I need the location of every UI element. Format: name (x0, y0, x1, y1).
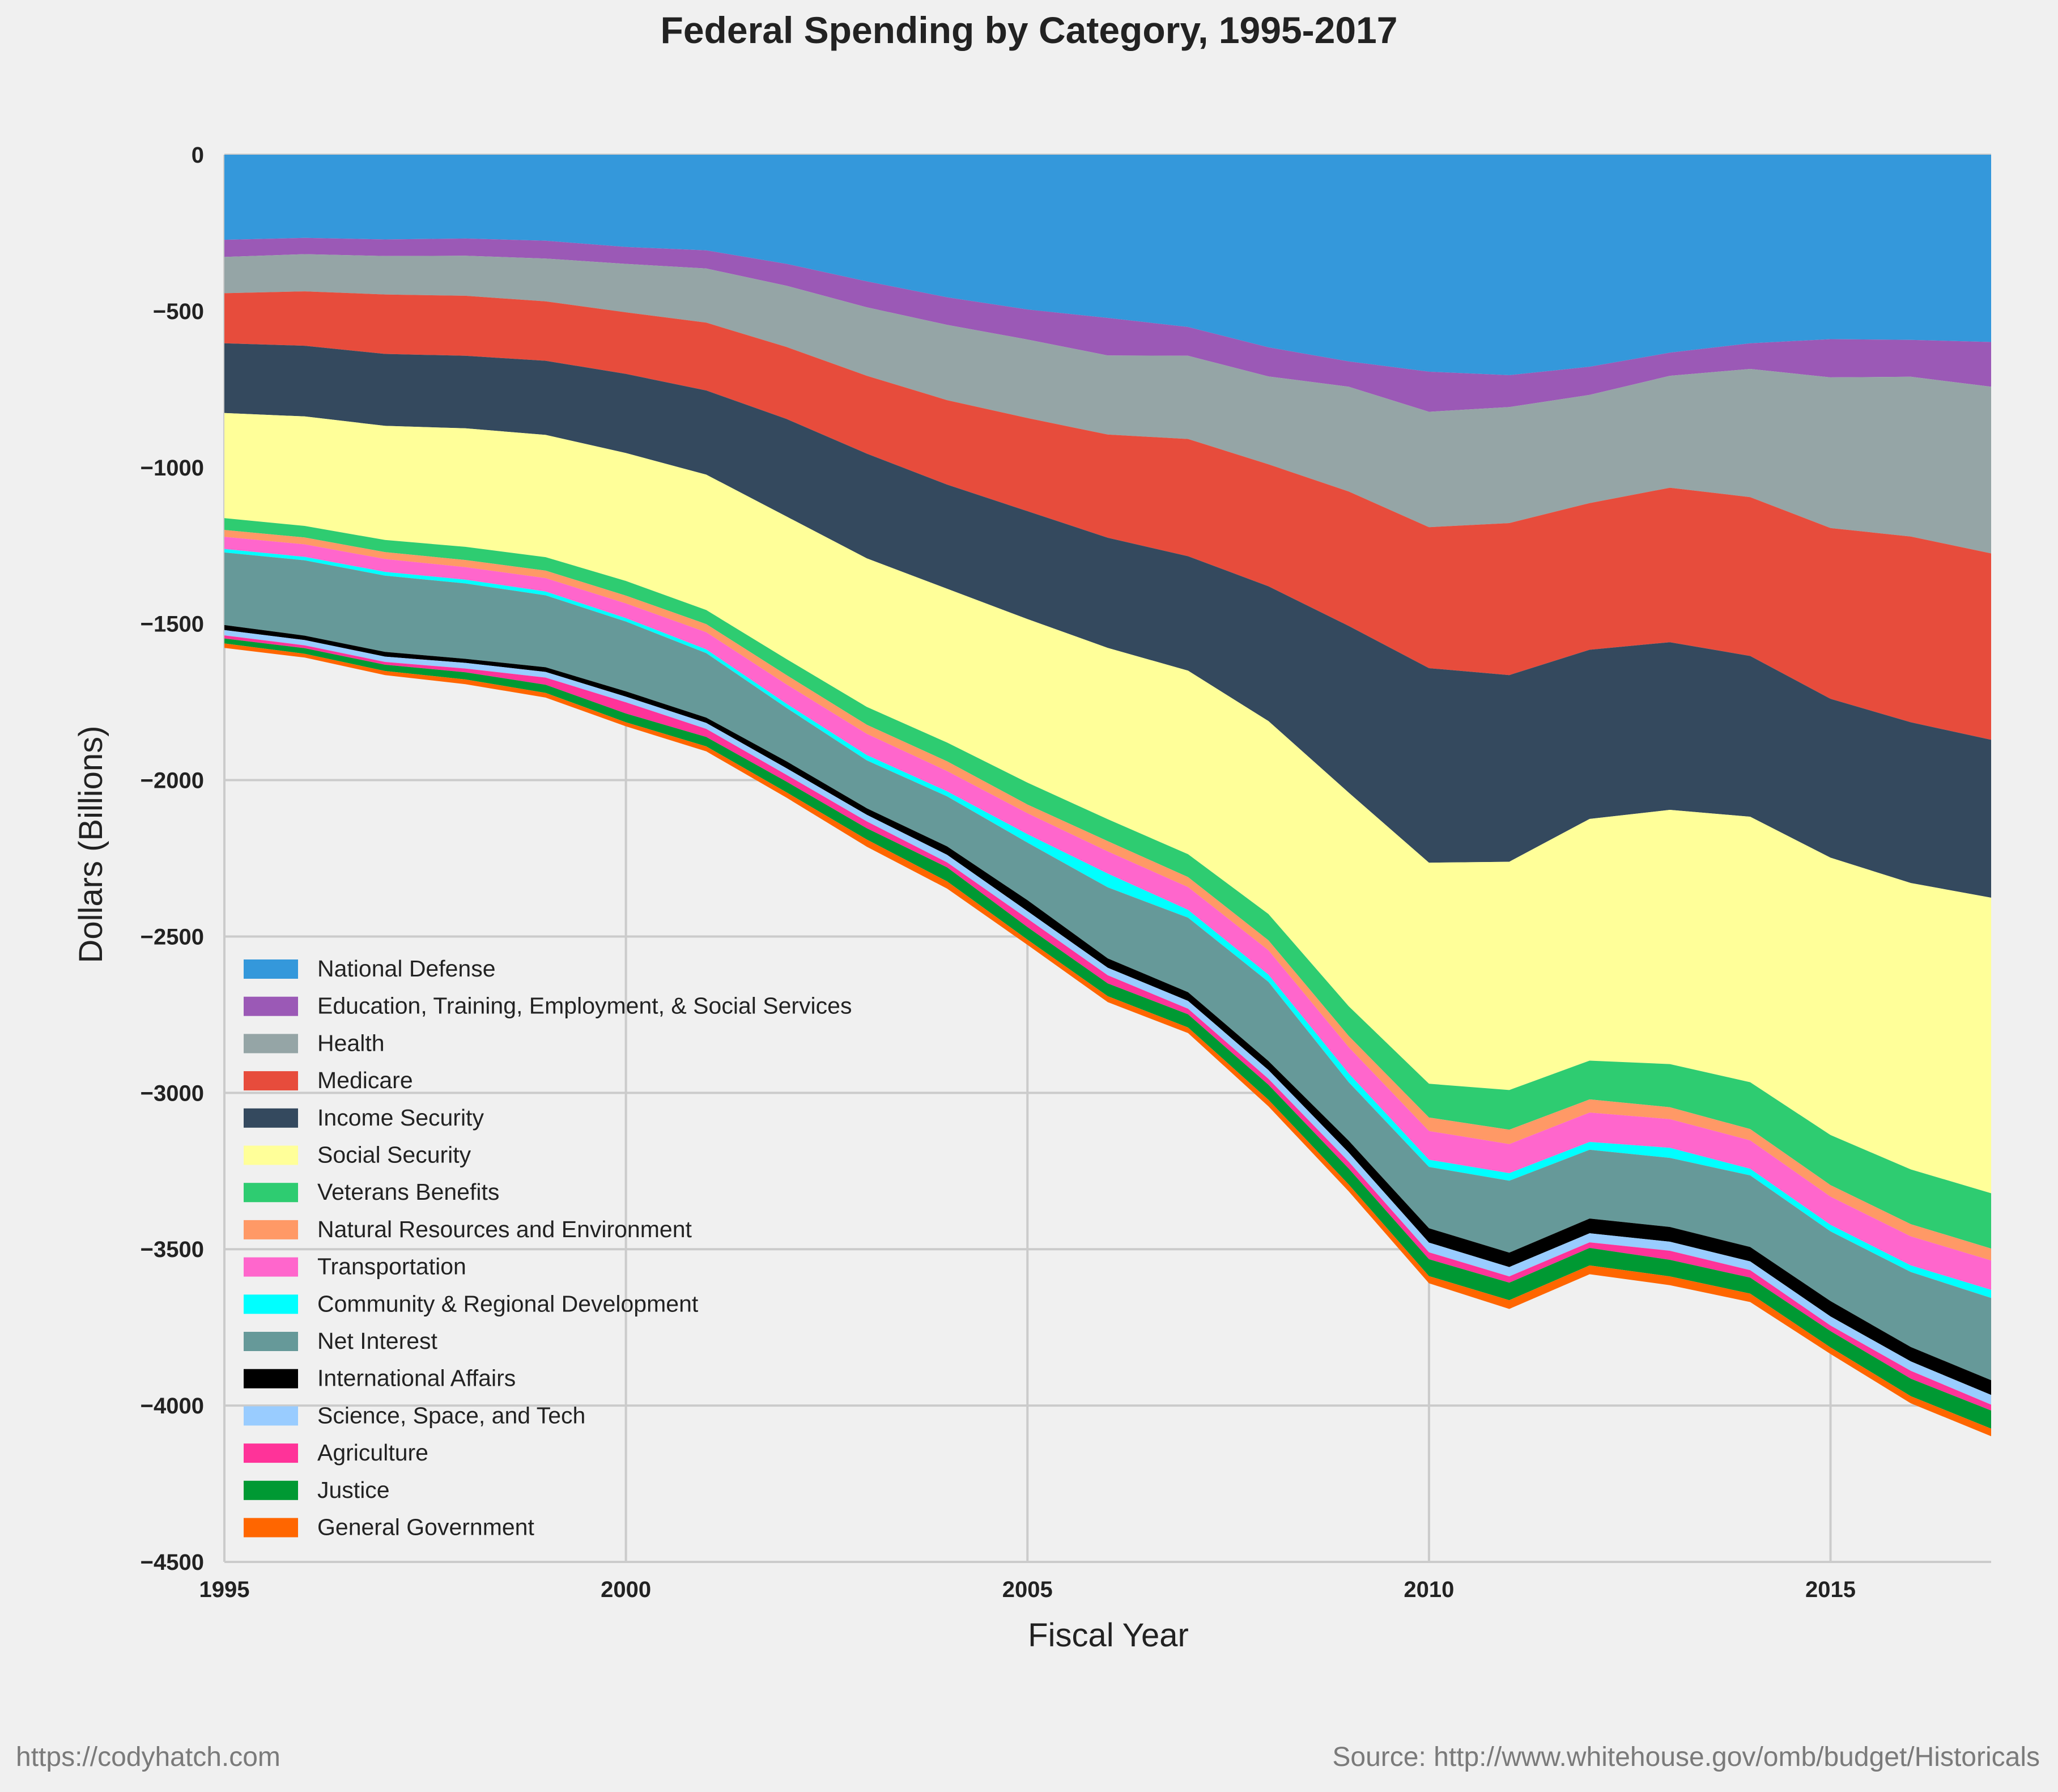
legend-swatch (244, 1183, 298, 1203)
area-net-interest (224, 552, 1991, 1381)
legend-swatch (244, 1071, 298, 1091)
legend-item: Science, Space, and Tech (244, 1402, 585, 1428)
legend-label: Natural Resources and Environment (317, 1216, 692, 1242)
chart-title: Federal Spending by Category, 1995-2017 (661, 9, 1398, 51)
legend: National Defense Education, Training, Emp… (244, 956, 852, 1540)
y-tick-label: 0 (192, 143, 204, 168)
legend-item: Medicare (244, 1067, 413, 1093)
legend-item: Social Security (244, 1142, 471, 1168)
legend-label: Science, Space, and Tech (317, 1402, 585, 1428)
legend-item: Transportation (244, 1254, 466, 1280)
y-tick-label: −4500 (141, 1550, 204, 1575)
legend-label: Social Security (317, 1142, 471, 1168)
x-tick-label: 2015 (1805, 1577, 1856, 1602)
x-axis-label: Fiscal Year (1028, 1617, 1189, 1654)
stacked-areas (224, 155, 1991, 1437)
y-tick-label: −1000 (141, 456, 204, 481)
legend-label: International Affairs (317, 1365, 516, 1391)
legend-item: Income Security (244, 1105, 484, 1131)
legend-item: Agriculture (244, 1439, 428, 1466)
y-tick-label: −2500 (141, 924, 204, 949)
y-axis-label: Dollars (Billions) (73, 726, 109, 963)
x-tick-label: 2010 (1404, 1577, 1454, 1602)
x-tick-label: 2000 (601, 1577, 651, 1602)
legend-item: Community & Regional Development (244, 1290, 699, 1317)
legend-item: Natural Resources and Environment (244, 1216, 692, 1242)
legend-label: Agriculture (317, 1439, 428, 1466)
legend-item: General Government (244, 1514, 534, 1540)
legend-item: Health (244, 1030, 385, 1056)
legend-swatch (244, 1406, 298, 1426)
legend-item: Justice (244, 1477, 390, 1503)
y-tick-label: −4000 (141, 1394, 204, 1419)
legend-swatch (244, 1369, 298, 1388)
legend-label: Net Interest (317, 1328, 438, 1354)
legend-label: Education, Training, Employment, & Socia… (317, 993, 852, 1019)
x-axis-ticks: 1995 2000 2005 2010 2015 (199, 1577, 1856, 1602)
legend-label: Community & Regional Development (317, 1290, 699, 1317)
legend-label: Justice (317, 1477, 390, 1503)
legend-label: National Defense (317, 956, 496, 982)
legend-swatch (244, 1108, 298, 1128)
legend-swatch (244, 1518, 298, 1538)
legend-label: Income Security (317, 1105, 484, 1131)
legend-label: General Government (317, 1514, 534, 1540)
footer-source: Source: http://www.whitehouse.gov/omb/bu… (1332, 1742, 2040, 1772)
legend-label: Medicare (317, 1067, 413, 1093)
legend-swatch (244, 1034, 298, 1054)
legend-item: National Defense (244, 956, 496, 982)
area-health (224, 254, 1991, 554)
x-tick-label: 1995 (199, 1577, 250, 1602)
y-axis-ticks: 0 −500 −1000 −1500 −2000 −2500 −3000 −3500 −4000… (141, 143, 204, 1575)
footer-website: https://codyhatch.com (16, 1742, 280, 1772)
legend-swatch (244, 1220, 298, 1239)
area-national-defense (224, 155, 1991, 375)
legend-label: Veterans Benefits (317, 1179, 499, 1205)
y-tick-label: −3000 (141, 1081, 204, 1106)
area-education-training-employment-social-services (224, 237, 1991, 412)
y-tick-label: −2000 (141, 768, 204, 793)
legend-swatch (244, 1145, 298, 1165)
legend-label: Health (317, 1030, 385, 1056)
legend-item: Veterans Benefits (244, 1179, 499, 1205)
legend-item: Net Interest (244, 1328, 438, 1354)
legend-swatch (244, 1332, 298, 1351)
legend-swatch (244, 959, 298, 979)
y-tick-label: −500 (153, 299, 204, 324)
legend-item: International Affairs (244, 1365, 516, 1391)
legend-swatch (244, 1443, 298, 1463)
area-medicare (224, 291, 1991, 740)
legend-swatch (244, 996, 298, 1016)
legend-swatch (244, 1480, 298, 1500)
legend-item: Education, Training, Employment, & Socia… (244, 993, 852, 1019)
legend-swatch (244, 1294, 298, 1314)
y-tick-label: −1500 (141, 612, 204, 637)
legend-label: Transportation (317, 1254, 466, 1280)
x-tick-label: 2005 (1002, 1577, 1053, 1602)
area-income-security (224, 343, 1991, 898)
area-social-security (224, 413, 1991, 1194)
legend-swatch (244, 1257, 298, 1277)
y-tick-label: −3500 (141, 1237, 204, 1262)
